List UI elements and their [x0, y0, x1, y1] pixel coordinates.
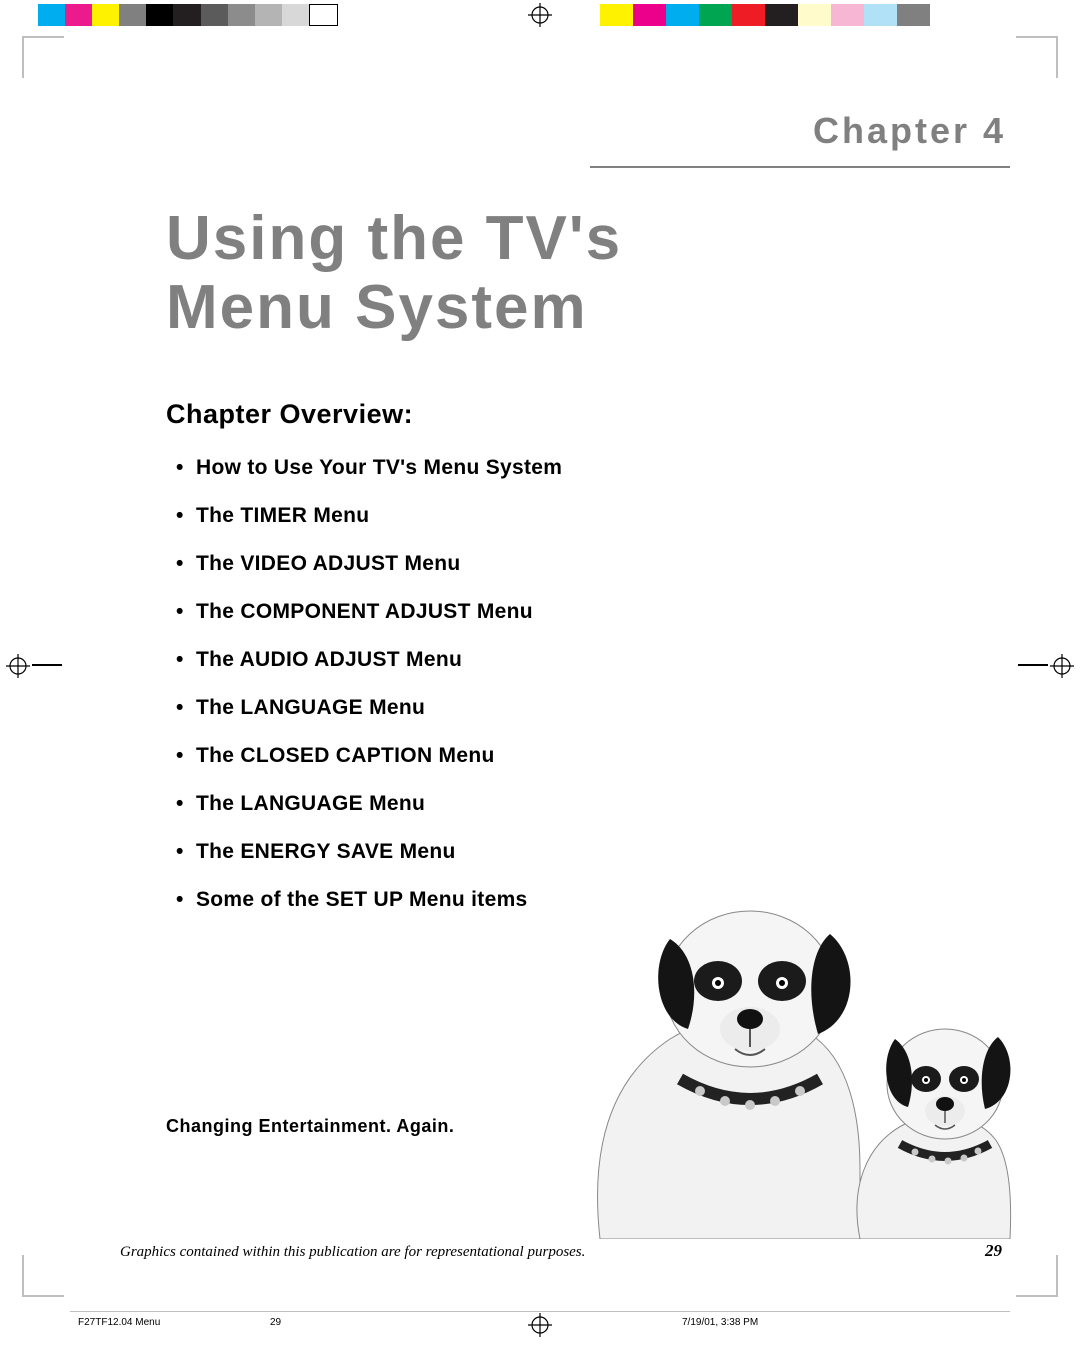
- overview-item: The ENERGY SAVE Menu: [196, 840, 1010, 864]
- color-strip-left: [38, 4, 338, 26]
- overview-item: The VIDEO ADJUST Menu: [196, 552, 1010, 576]
- chapter-label: Chapter 4: [70, 110, 1006, 152]
- color-swatch: [309, 4, 338, 26]
- chapter-title: Using the TV's Menu System: [70, 204, 1010, 343]
- color-swatch: [282, 4, 309, 26]
- tagline: Changing Entertainment. Again.: [166, 1116, 454, 1137]
- registration-mark-right: [1050, 654, 1074, 678]
- color-swatch: [600, 4, 633, 26]
- overview-heading: Chapter Overview:: [70, 399, 1010, 430]
- dogs-illustration: [560, 869, 1020, 1239]
- crop-mark-tr: [1016, 36, 1058, 78]
- color-swatch: [633, 4, 666, 26]
- print-info-page: 29: [270, 1317, 281, 1328]
- overview-list: How to Use Your TV's Menu System The TIME…: [70, 456, 1010, 912]
- footer-page-number: 29: [985, 1241, 1002, 1261]
- page-content: Chapter 4 Using the TV's Menu System Cha…: [70, 70, 1010, 1267]
- color-swatch: [146, 4, 173, 26]
- color-swatch: [201, 4, 228, 26]
- overview-item: The LANGUAGE Menu: [196, 792, 1010, 816]
- color-swatch: [92, 4, 119, 26]
- color-swatch: [255, 4, 282, 26]
- overview-item: The COMPONENT ADJUST Menu: [196, 600, 1010, 624]
- color-swatch: [765, 4, 798, 26]
- side-guide-left: [32, 664, 62, 666]
- color-swatch: [666, 4, 699, 26]
- registration-mark-left: [6, 654, 30, 678]
- chapter-title-line2: Menu System: [166, 273, 588, 342]
- overview-item: The TIMER Menu: [196, 504, 1010, 528]
- color-swatch: [732, 4, 765, 26]
- footer-disclaimer: Graphics contained within this publicati…: [120, 1244, 585, 1261]
- color-swatch: [798, 4, 831, 26]
- color-swatch: [831, 4, 864, 26]
- overview-item: The AUDIO ADJUST Menu: [196, 648, 1010, 672]
- color-swatch: [897, 4, 930, 26]
- bottom-rule: [70, 1311, 1010, 1312]
- color-swatch: [864, 4, 897, 26]
- color-swatch: [699, 4, 732, 26]
- overview-item: The CLOSED CAPTION Menu: [196, 744, 1010, 768]
- color-strip-right: [600, 4, 930, 26]
- chapter-rule: [590, 166, 1010, 168]
- overview-item: The LANGUAGE Menu: [196, 696, 1010, 720]
- overview-item: How to Use Your TV's Menu System: [196, 456, 1010, 480]
- color-swatch: [38, 4, 65, 26]
- print-info-datetime: 7/19/01, 3:38 PM: [682, 1317, 758, 1328]
- chapter-title-line1: Using the TV's: [166, 204, 622, 273]
- crop-mark-br: [1016, 1255, 1058, 1297]
- color-swatch: [173, 4, 200, 26]
- registration-top: [0, 4, 1080, 34]
- color-swatch: [228, 4, 255, 26]
- side-guide-right: [1018, 664, 1048, 666]
- print-info-row: F27TF12.04 Menu 29 7/19/01, 3:38 PM: [0, 1313, 1080, 1335]
- color-swatch: [119, 4, 146, 26]
- registration-mark-top: [528, 3, 552, 27]
- crop-mark-tl: [22, 36, 64, 78]
- print-info-file: F27TF12.04 Menu: [78, 1317, 160, 1328]
- color-swatch: [65, 4, 92, 26]
- crop-mark-bl: [22, 1255, 64, 1297]
